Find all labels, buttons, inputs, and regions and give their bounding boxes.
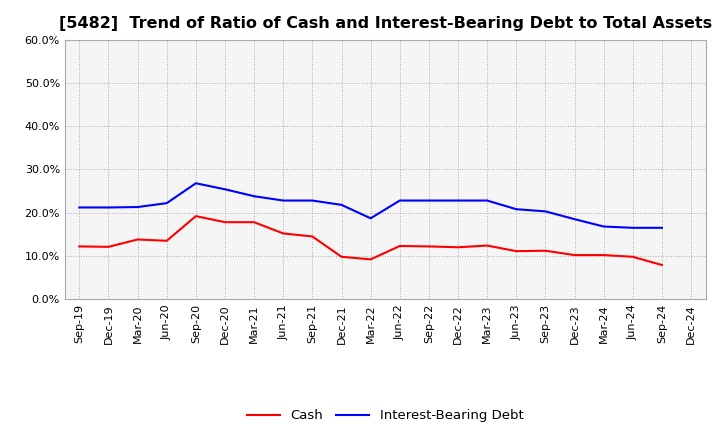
- Cash: [163, 238, 171, 243]
- Interest-Bearing Debt: [220, 187, 229, 192]
- Cash: [454, 245, 462, 250]
- Interest-Bearing Debt: [425, 198, 433, 203]
- Legend: Cash, Interest-Bearing Debt: Cash, Interest-Bearing Debt: [241, 404, 529, 428]
- Cash: [512, 249, 521, 254]
- Interest-Bearing Debt: [629, 225, 637, 231]
- Interest-Bearing Debt: [337, 202, 346, 208]
- Interest-Bearing Debt: [250, 194, 258, 199]
- Interest-Bearing Debt: [308, 198, 317, 203]
- Cash: [308, 234, 317, 239]
- Interest-Bearing Debt: [483, 198, 492, 203]
- Interest-Bearing Debt: [570, 216, 579, 222]
- Cash: [104, 244, 113, 249]
- Interest-Bearing Debt: [104, 205, 113, 210]
- Interest-Bearing Debt: [192, 180, 200, 186]
- Cash: [133, 237, 142, 242]
- Title: [5482]  Trend of Ratio of Cash and Interest-Bearing Debt to Total Assets: [5482] Trend of Ratio of Cash and Intere…: [58, 16, 712, 32]
- Interest-Bearing Debt: [541, 209, 550, 214]
- Cash: [250, 220, 258, 225]
- Interest-Bearing Debt: [657, 225, 666, 231]
- Cash: [366, 257, 375, 262]
- Cash: [570, 253, 579, 258]
- Interest-Bearing Debt: [133, 205, 142, 210]
- Interest-Bearing Debt: [454, 198, 462, 203]
- Interest-Bearing Debt: [163, 201, 171, 206]
- Line: Cash: Cash: [79, 216, 662, 265]
- Interest-Bearing Debt: [512, 206, 521, 212]
- Cash: [192, 213, 200, 219]
- Cash: [337, 254, 346, 260]
- Cash: [599, 253, 608, 258]
- Interest-Bearing Debt: [75, 205, 84, 210]
- Cash: [657, 262, 666, 268]
- Cash: [425, 244, 433, 249]
- Cash: [483, 243, 492, 248]
- Interest-Bearing Debt: [395, 198, 404, 203]
- Interest-Bearing Debt: [366, 216, 375, 221]
- Interest-Bearing Debt: [599, 224, 608, 229]
- Cash: [629, 254, 637, 260]
- Line: Interest-Bearing Debt: Interest-Bearing Debt: [79, 183, 662, 228]
- Cash: [220, 220, 229, 225]
- Cash: [75, 244, 84, 249]
- Cash: [395, 243, 404, 249]
- Interest-Bearing Debt: [279, 198, 287, 203]
- Cash: [541, 248, 550, 253]
- Cash: [279, 231, 287, 236]
